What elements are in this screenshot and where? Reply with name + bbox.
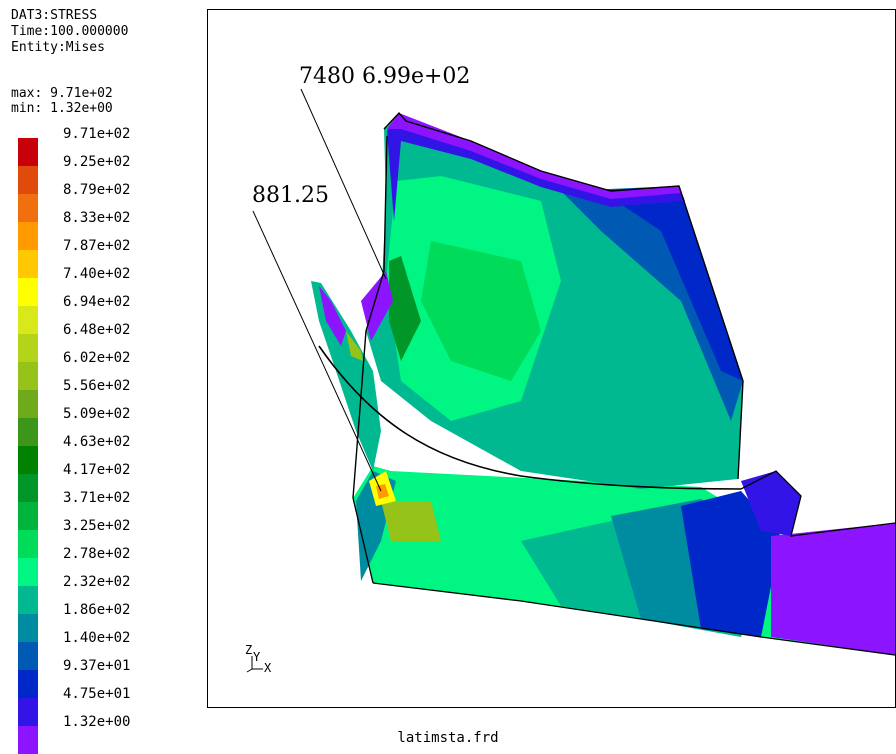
max-value-label: max: 9.71e+02 xyxy=(11,86,113,102)
legend-swatch xyxy=(18,558,38,586)
stress-contour-plot: 7480 6.99e+02 881.25 Z Y X xyxy=(208,10,895,707)
legend-label: 3.71e+02 xyxy=(63,490,130,506)
legend-swatch xyxy=(18,642,38,670)
legend-swatch xyxy=(18,698,38,726)
legend-label: 6.94e+02 xyxy=(63,294,130,310)
fem-viewport[interactable]: 7480 6.99e+02 881.25 Z Y X xyxy=(207,9,896,708)
legend-label: 1.86e+02 xyxy=(63,602,130,618)
entity-label: Entity:Mises xyxy=(11,40,105,56)
legend-label: 2.78e+02 xyxy=(63,546,130,562)
legend-label: 1.40e+02 xyxy=(63,630,130,646)
legend-swatch xyxy=(18,670,38,698)
legend-label: 4.63e+02 xyxy=(63,434,130,450)
legend-swatch xyxy=(18,306,38,334)
legend-swatch xyxy=(18,222,38,250)
legend-swatch xyxy=(18,530,38,558)
axis-triad: Z Y X xyxy=(245,643,272,675)
legend-swatch xyxy=(18,362,38,390)
legend-swatch xyxy=(18,474,38,502)
legend-label: 1.32e+00 xyxy=(63,714,130,730)
legend-label: 7.87e+02 xyxy=(63,238,130,254)
legend-label: 9.37e+01 xyxy=(63,658,130,674)
file-name-label: latimsta.frd xyxy=(0,730,896,746)
legend-label: 2.32e+02 xyxy=(63,574,130,590)
legend-label: 9.71e+02 xyxy=(63,126,130,142)
legend-swatch xyxy=(18,194,38,222)
legend-swatch xyxy=(18,614,38,642)
base-contour xyxy=(381,501,441,541)
axis-x-label: X xyxy=(264,661,272,675)
legend-label: 8.33e+02 xyxy=(63,210,130,226)
legend-swatch xyxy=(18,586,38,614)
legend-swatch xyxy=(18,418,38,446)
legend-swatch xyxy=(18,446,38,474)
legend-swatch xyxy=(18,250,38,278)
time-label: Time:100.000000 xyxy=(11,24,128,40)
legend-label: 4.75e+01 xyxy=(63,686,130,702)
legend-label: 6.48e+02 xyxy=(63,322,130,338)
legend-label: 9.25e+02 xyxy=(63,154,130,170)
legend-label: 5.56e+02 xyxy=(63,378,130,394)
axis-z-label: Z xyxy=(245,643,252,657)
legend-swatch xyxy=(18,502,38,530)
node-annotation: 7480 6.99e+02 xyxy=(299,64,470,89)
legend-label: 8.79e+02 xyxy=(63,182,130,198)
legend-label: 5.09e+02 xyxy=(63,406,130,422)
axis-y-label: Y xyxy=(253,650,261,664)
legend-swatch xyxy=(18,278,38,306)
legend-label: 6.02e+02 xyxy=(63,350,130,366)
legend-swatch xyxy=(18,390,38,418)
legend-label: 3.25e+02 xyxy=(63,518,130,534)
legend-label: 4.17e+02 xyxy=(63,462,130,478)
min-value-label: min: 1.32e+00 xyxy=(11,101,113,117)
legend-label: 7.40e+02 xyxy=(63,266,130,282)
base-contour xyxy=(771,523,895,655)
legend-swatch xyxy=(18,334,38,362)
legend-swatch xyxy=(18,166,38,194)
legend-swatch xyxy=(18,138,38,166)
dataset-label: DAT3:STRESS xyxy=(11,8,97,24)
value-annotation: 881.25 xyxy=(252,183,329,208)
